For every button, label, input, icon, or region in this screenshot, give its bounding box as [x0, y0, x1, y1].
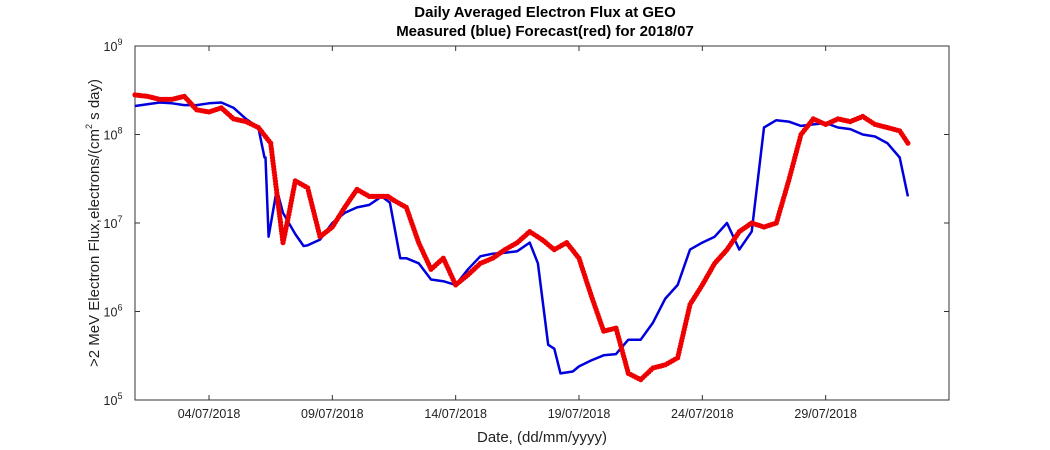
y-tick-label: 106: [104, 303, 123, 320]
x-tick-label: 14/07/2018: [424, 407, 487, 421]
y-axis-label-suffix: s day): [86, 79, 103, 124]
y-tick-exponent: 5: [117, 391, 122, 401]
x-tick-label: 24/07/2018: [671, 407, 734, 421]
y-tick-exponent: 6: [117, 303, 122, 313]
y-tick-base: 10: [104, 129, 118, 143]
chart-title: Daily Averaged Electron Flux at GEO: [414, 4, 676, 21]
y-axis-label-prefix: >2 MeV Electron Flux,electrons/(cm: [86, 129, 103, 367]
forecast-point: [905, 140, 911, 146]
y-tick-exponent: 8: [117, 126, 122, 136]
series-markers-forecast: [132, 92, 911, 383]
y-tick-exponent: 9: [117, 37, 122, 47]
x-tick-label: 19/07/2018: [548, 407, 611, 421]
chart-subtitle: Measured (blue) Forecast(red) for 2018/0…: [396, 23, 694, 40]
y-tick-label: 108: [104, 126, 123, 143]
y-tick-base: 10: [104, 394, 118, 408]
series-line-measured: [134, 101, 910, 375]
y-tick-exponent: 7: [117, 214, 122, 224]
x-axis-ticks: 04/07/2018 09/07/2018 14/07/2018 19/07/2018…: [178, 46, 857, 421]
y-tick-label: 105: [104, 391, 123, 408]
x-tick-label: 29/07/2018: [794, 407, 857, 421]
x-axis-label: Date, (dd/mm/yyyy): [477, 429, 607, 446]
x-tick-label: 09/07/2018: [301, 407, 364, 421]
y-tick-label: 107: [104, 214, 123, 231]
y-tick-base: 10: [104, 40, 118, 54]
y-axis-label-superscript: 2: [84, 124, 94, 129]
plot-area-frame: [134, 45, 950, 401]
x-tick-label: 04/07/2018: [178, 407, 241, 421]
y-tick-label: 109: [104, 37, 123, 54]
y-tick-base: 10: [104, 306, 118, 320]
y-axis-label: >2 MeV Electron Flux,electrons/(cm2 s da…: [84, 79, 103, 367]
series-layer: [132, 92, 911, 383]
y-tick-base: 10: [104, 217, 118, 231]
